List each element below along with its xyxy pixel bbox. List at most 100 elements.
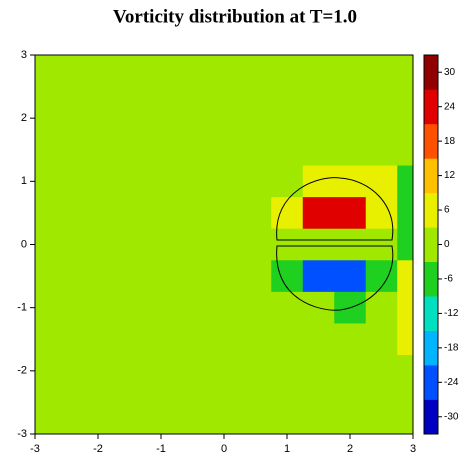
- heatmap-cell: [334, 70, 367, 103]
- heatmap-cell: [145, 228, 178, 261]
- heatmap-cell: [239, 197, 272, 230]
- x-tick-label: -1: [156, 443, 166, 455]
- heatmap-cell: [271, 355, 304, 388]
- heatmap-cell: [145, 323, 178, 356]
- colorbar-tick-label: -18: [444, 343, 459, 354]
- heatmap-cell: [271, 197, 304, 230]
- heatmap-cell: [334, 386, 367, 419]
- heatmap-cell: [176, 418, 209, 434]
- heatmap-cell: [35, 133, 52, 167]
- y-tick-label: 0: [21, 238, 27, 250]
- heatmap-cell: [271, 323, 304, 356]
- heatmap-cell: [271, 70, 304, 103]
- heatmap-cell: [239, 291, 272, 324]
- heatmap-cell: [82, 386, 115, 419]
- heatmap-cell: [302, 386, 335, 419]
- heatmap-cell: [208, 133, 241, 167]
- heatmap-cell: [239, 323, 272, 356]
- heatmap-cell: [208, 55, 241, 72]
- heatmap-cell: [50, 260, 83, 293]
- heatmap-cell: [334, 323, 367, 356]
- heatmap-cell: [145, 70, 178, 103]
- heatmap-cell: [145, 55, 178, 72]
- heatmap-cell: [113, 386, 146, 419]
- heatmap-cell: [50, 323, 83, 356]
- heatmap-cell: [82, 55, 115, 72]
- heatmap-cell: [145, 102, 178, 135]
- heatmap-cell: [397, 355, 413, 388]
- heatmap-cell: [365, 165, 398, 198]
- heatmap-cell: [176, 386, 209, 419]
- colorbar-tick-label: -6: [444, 274, 453, 285]
- heatmap-cell: [302, 260, 335, 293]
- colorbar-tick-label: 18: [444, 136, 456, 147]
- heatmap-cell: [35, 418, 52, 434]
- heatmap-cell: [334, 133, 367, 167]
- heatmap-cell: [208, 418, 241, 434]
- heatmap-cell: [176, 355, 209, 388]
- colorbar-tick-label: -24: [444, 377, 459, 388]
- colorbar-band: [424, 123, 438, 159]
- heatmap-cell: [35, 228, 52, 261]
- heatmap-cell: [82, 197, 115, 230]
- heatmap-cell: [145, 133, 178, 167]
- heatmap-cell: [176, 291, 209, 324]
- heatmap-cell: [176, 197, 209, 230]
- heatmap-cell: [397, 70, 413, 103]
- heatmap-cell: [35, 102, 52, 135]
- heatmap-cell: [365, 260, 398, 293]
- heatmap-cell: [397, 197, 413, 230]
- heatmap-cell: [113, 165, 146, 198]
- heatmap-cell: [239, 133, 272, 167]
- heatmap-cell: [271, 418, 304, 434]
- heatmap-cell: [365, 323, 398, 356]
- heatmap-cell: [50, 197, 83, 230]
- colorbar-band: [424, 55, 438, 90]
- heatmap-cell: [397, 133, 413, 167]
- heatmap-cell: [35, 165, 52, 198]
- heatmap-cell: [302, 70, 335, 103]
- heatmap-cell: [208, 70, 241, 103]
- heatmap-cell: [334, 418, 367, 434]
- heatmap-cell: [113, 355, 146, 388]
- heatmap-cell: [334, 260, 367, 293]
- heatmap-cell: [145, 197, 178, 230]
- heatmap-cell: [271, 55, 304, 72]
- heatmap-cell: [145, 418, 178, 434]
- contour-line: [276, 177, 394, 311]
- heatmap-cell: [50, 418, 83, 434]
- heatmap-cell: [334, 55, 367, 72]
- heatmap-cell: [145, 355, 178, 388]
- heatmap-cell: [365, 70, 398, 103]
- heatmap-cell: [82, 260, 115, 293]
- heatmap-cell: [271, 228, 304, 261]
- heatmap-cell: [239, 70, 272, 103]
- heatmap-cell: [302, 323, 335, 356]
- heatmap-cell: [397, 291, 413, 324]
- heatmap-cell: [334, 355, 367, 388]
- colorbar-band: [424, 89, 438, 125]
- colorbar-tick-label: 0: [444, 239, 450, 250]
- heatmap-cell: [176, 228, 209, 261]
- heatmap-cell: [176, 55, 209, 72]
- heatmap-cell: [239, 260, 272, 293]
- heatmap-cell: [50, 355, 83, 388]
- heatmap-cell: [176, 165, 209, 198]
- x-tick-label: 0: [221, 443, 227, 455]
- heatmap-cell: [35, 197, 52, 230]
- heatmap-cell: [365, 55, 398, 72]
- chart-title: Vorticity distribution at T=1.0: [113, 6, 357, 27]
- heatmap-cell: [176, 260, 209, 293]
- heatmap-cell: [365, 102, 398, 135]
- heatmap-cell: [50, 70, 83, 103]
- heatmap-cell: [176, 102, 209, 135]
- y-tick-label: 1: [21, 175, 27, 187]
- heatmap-cell: [176, 133, 209, 167]
- x-tick-label: 2: [347, 443, 353, 455]
- heatmap-cell: [239, 386, 272, 419]
- heatmap-cell: [82, 165, 115, 198]
- colorbar-band: [424, 365, 438, 400]
- heatmap-cell: [113, 133, 146, 167]
- heatmap-cell: [271, 102, 304, 135]
- heatmap-cell: [35, 386, 52, 419]
